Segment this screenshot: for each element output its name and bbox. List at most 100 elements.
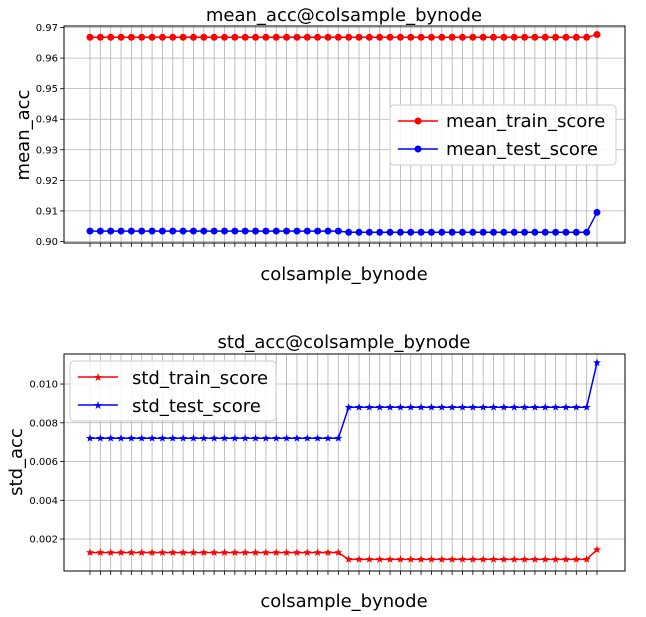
data-point (241, 548, 250, 556)
data-point (293, 33, 301, 41)
data-point (510, 403, 519, 411)
data-point (189, 548, 198, 556)
data-point (230, 434, 239, 442)
data-point (572, 228, 580, 236)
data-point (510, 228, 518, 236)
data-point (376, 33, 384, 41)
x-axis-label: colsample_bynode (260, 264, 427, 285)
data-point (551, 555, 560, 563)
data-point (210, 434, 219, 442)
data-point (561, 403, 570, 411)
data-point (396, 228, 404, 236)
y-axis-label: std_acc (6, 428, 27, 496)
data-point (261, 434, 270, 442)
data-point (334, 33, 342, 41)
data-point (396, 403, 405, 411)
data-point (531, 228, 539, 236)
data-point (345, 33, 353, 41)
data-point (396, 555, 405, 563)
data-point (169, 33, 177, 41)
data-point (365, 33, 373, 41)
y-tick-label: 0.93 (36, 145, 58, 156)
data-point (344, 403, 353, 411)
data-point (127, 434, 136, 442)
data-point (117, 227, 125, 235)
data-point (96, 548, 105, 556)
data-point (323, 548, 332, 556)
data-point (293, 227, 301, 235)
data-point (355, 403, 364, 411)
data-point (282, 434, 291, 442)
data-point (458, 403, 467, 411)
data-point (448, 555, 457, 563)
data-point (324, 33, 332, 41)
data-point (417, 403, 426, 411)
data-point (303, 33, 311, 41)
data-point (458, 33, 466, 41)
data-point (479, 555, 488, 563)
data-point (96, 33, 104, 41)
data-point (365, 403, 374, 411)
data-point (448, 403, 457, 411)
data-point (272, 33, 280, 41)
data-point (252, 33, 260, 41)
data-point (137, 548, 146, 556)
data-point (86, 548, 94, 556)
data-point (231, 227, 239, 235)
data-point (469, 228, 477, 236)
data-point (158, 434, 167, 442)
data-point (552, 33, 560, 41)
data-point (117, 434, 126, 442)
data-point (230, 548, 239, 556)
data-point (200, 33, 208, 41)
data-point (376, 228, 384, 236)
data-point (355, 555, 364, 563)
data-point (468, 555, 477, 563)
legend-label-mean-train: mean_train_score (446, 111, 605, 132)
series (86, 358, 601, 563)
data-point (137, 434, 146, 442)
data-point (344, 555, 353, 563)
grid (64, 26, 625, 243)
data-point (158, 227, 166, 235)
data-point (406, 403, 415, 411)
data-point (396, 33, 404, 41)
legend-label-std-test: std_test_score (132, 396, 261, 417)
data-point (127, 227, 135, 235)
data-point (210, 227, 218, 235)
data-point (86, 227, 94, 235)
legend-label-std-train: std_train_score (132, 368, 268, 389)
data-point (117, 33, 125, 41)
data-point (313, 548, 322, 556)
data-point (365, 555, 374, 563)
data-point (448, 228, 456, 236)
legend-marker-mean-test (414, 145, 422, 153)
data-point (241, 434, 250, 442)
data-point (437, 555, 446, 563)
data-point (106, 548, 115, 556)
data-point (117, 548, 126, 556)
data-point (437, 403, 446, 411)
data-point (427, 33, 435, 41)
series-line-mean_train_score (90, 33, 598, 39)
y-tick-label: 0.008 (29, 418, 58, 429)
data-point (189, 227, 197, 235)
data-point (479, 228, 487, 236)
data-point (314, 33, 322, 41)
data-point (469, 33, 477, 41)
chart-title: mean_acc@colsample_bynode (206, 5, 482, 26)
data-point (490, 228, 498, 236)
data-point (262, 33, 270, 41)
data-point (148, 33, 156, 41)
data-point (520, 555, 529, 563)
data-point (251, 434, 260, 442)
data-point (583, 228, 591, 236)
data-point (448, 33, 456, 41)
data-point (283, 33, 291, 41)
data-point (521, 33, 529, 41)
data-point (210, 548, 219, 556)
y-tick-label: 0.95 (36, 84, 58, 95)
data-point (334, 548, 343, 556)
data-point (107, 227, 115, 235)
series (86, 31, 601, 236)
